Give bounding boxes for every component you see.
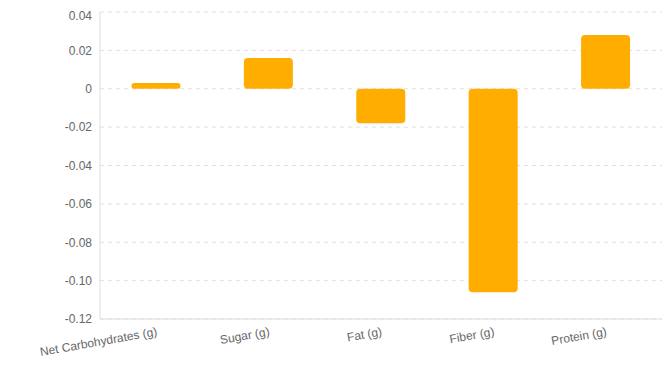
svg-text:0: 0: [85, 82, 92, 96]
svg-text:Sugar (g): Sugar (g): [219, 325, 271, 347]
svg-text:-0.12: -0.12: [65, 312, 93, 326]
svg-text:-0.06: -0.06: [65, 197, 93, 211]
svg-text:Fiber (g): Fiber (g): [448, 325, 495, 347]
svg-text:Fat (g): Fat (g): [346, 325, 383, 345]
svg-text:Protein (g): Protein (g): [550, 325, 608, 349]
svg-text:0.04: 0.04: [69, 9, 93, 23]
svg-text:0.02: 0.02: [69, 44, 93, 58]
svg-text:-0.10: -0.10: [65, 274, 93, 288]
svg-text:-0.04: -0.04: [65, 159, 93, 173]
svg-text:-0.08: -0.08: [65, 236, 93, 250]
svg-text:Net Carbohydrates (g): Net Carbohydrates (g): [39, 325, 158, 359]
svg-text:-0.02: -0.02: [65, 120, 93, 134]
